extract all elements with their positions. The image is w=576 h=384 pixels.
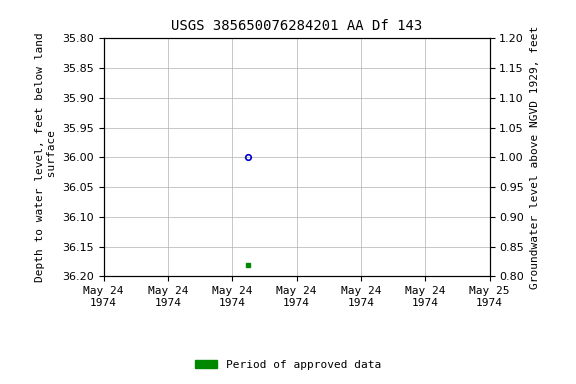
Title: USGS 385650076284201 AA Df 143: USGS 385650076284201 AA Df 143	[171, 19, 422, 33]
Y-axis label: Groundwater level above NGVD 1929, feet: Groundwater level above NGVD 1929, feet	[529, 26, 540, 289]
Legend: Period of approved data: Period of approved data	[191, 356, 385, 375]
Y-axis label: Depth to water level, feet below land
 surface: Depth to water level, feet below land su…	[35, 33, 56, 282]
